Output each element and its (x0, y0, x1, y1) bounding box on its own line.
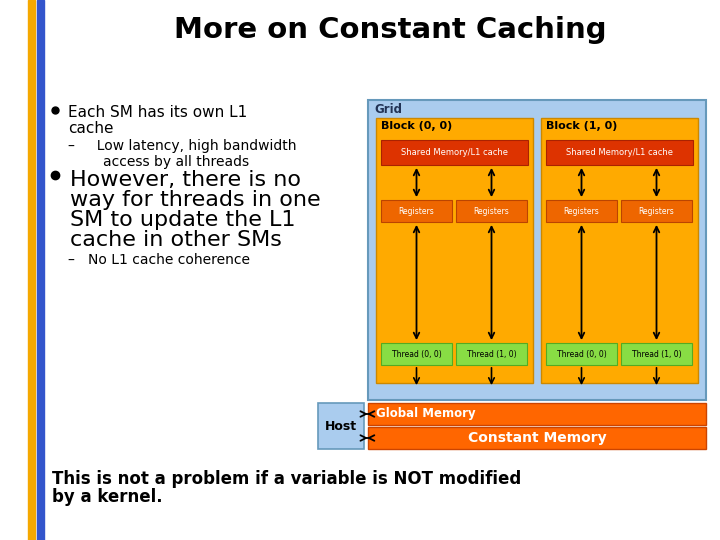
Bar (376, 118, 533, 383)
Text: –   No L1 cache coherence: – No L1 cache coherence (68, 253, 250, 267)
Text: SM to update the L1: SM to update the L1 (70, 210, 295, 230)
Text: Thread (0, 0): Thread (0, 0) (557, 349, 606, 359)
Text: More on Constant Caching: More on Constant Caching (174, 16, 606, 44)
Text: Each SM has its own L1: Each SM has its own L1 (68, 105, 247, 120)
Bar (456, 343, 527, 365)
Text: cache: cache (68, 121, 114, 136)
Text: cache in other SMs: cache in other SMs (70, 230, 282, 250)
Bar (381, 343, 452, 365)
Text: Thread (1, 0): Thread (1, 0) (467, 349, 516, 359)
Text: Grid: Grid (374, 103, 402, 116)
Bar (368, 427, 706, 449)
Text: Block (1, 0): Block (1, 0) (546, 121, 617, 131)
Text: Shared Memory/L1 cache: Shared Memory/L1 cache (566, 148, 673, 157)
Text: way for threads in one: way for threads in one (70, 190, 320, 210)
Bar (381, 200, 452, 222)
Bar (381, 140, 528, 165)
Text: Registers: Registers (474, 206, 509, 215)
Bar (37, 0, 44, 540)
Text: by a kernel.: by a kernel. (52, 488, 163, 506)
Bar (546, 343, 617, 365)
Text: This is not a problem if a variable is NOT modified: This is not a problem if a variable is N… (52, 470, 521, 488)
Bar (546, 140, 693, 165)
Text: –     Low latency, high bandwidth: – Low latency, high bandwidth (68, 139, 297, 153)
Text: Registers: Registers (399, 206, 434, 215)
Text: Constant Memory: Constant Memory (468, 431, 606, 445)
Text: Registers: Registers (639, 206, 675, 215)
Bar (368, 100, 706, 400)
Text: Host: Host (325, 420, 357, 433)
Text: Registers: Registers (564, 206, 599, 215)
Bar (541, 118, 698, 383)
Text: Thread (0, 0): Thread (0, 0) (392, 349, 441, 359)
Bar (28, 0, 35, 540)
Bar (368, 403, 706, 425)
Bar (621, 343, 692, 365)
Text: Global Memory: Global Memory (376, 408, 476, 421)
Text: Block (0, 0): Block (0, 0) (381, 121, 452, 131)
Bar (621, 200, 692, 222)
Bar (456, 200, 527, 222)
Text: Thread (1, 0): Thread (1, 0) (631, 349, 681, 359)
Bar (318, 403, 364, 449)
Text: However, there is no: However, there is no (70, 170, 301, 190)
Text: access by all threads: access by all threads (68, 155, 249, 169)
Text: Shared Memory/L1 cache: Shared Memory/L1 cache (401, 148, 508, 157)
Bar (546, 200, 617, 222)
